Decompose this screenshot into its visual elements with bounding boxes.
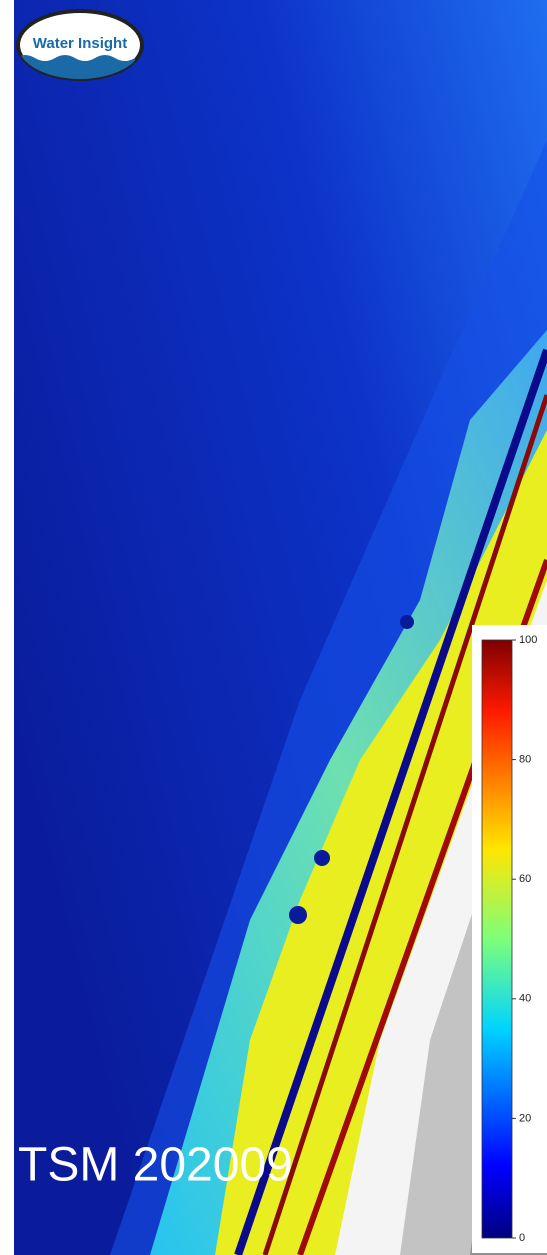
colorbar-tick-label: 0 — [519, 1232, 525, 1244]
patch — [314, 850, 330, 866]
colorbar-tick-label: 80 — [519, 754, 531, 766]
patch — [289, 906, 307, 924]
patch — [400, 615, 414, 629]
colorbar-ramp — [482, 640, 512, 1238]
page: Water Insight TSM 202009 020406080100 ((… — [0, 0, 547, 1255]
colorbar: 0 20 40 60 80 100 — [472, 625, 547, 1253]
colorbar-tick-label: 60 — [519, 873, 531, 885]
map: Water Insight TSM 202009 0 20 40 60 80 100 — [0, 0, 547, 1255]
colorbar-tick-label: 20 — [519, 1112, 531, 1124]
logo-text: Water Insight — [33, 35, 127, 52]
colorbar-tick-label: 100 — [519, 634, 537, 646]
product-label: TSM 202009 — [18, 1139, 293, 1192]
colorbar-tick-label: 40 — [519, 993, 531, 1005]
